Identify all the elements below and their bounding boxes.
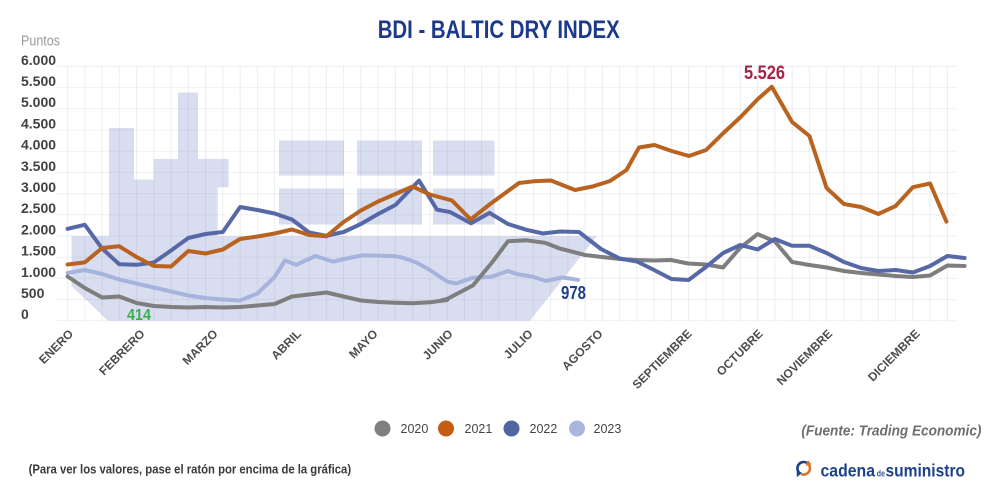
svg-text:2022: 2022 xyxy=(530,422,558,436)
svg-text:500: 500 xyxy=(21,285,45,301)
svg-text:2021: 2021 xyxy=(465,422,493,436)
svg-text:2.500: 2.500 xyxy=(21,200,56,216)
svg-text:5.526: 5.526 xyxy=(744,63,785,84)
svg-text:0: 0 xyxy=(21,306,29,322)
svg-text:3.000: 3.000 xyxy=(21,179,56,195)
svg-text:BDI - BALTIC DRY INDEX: BDI - BALTIC DRY INDEX xyxy=(378,16,620,44)
svg-text:3.500: 3.500 xyxy=(21,158,56,174)
svg-text:1.500: 1.500 xyxy=(21,243,56,259)
svg-text:(Fuente: Trading Economic): (Fuente: Trading Economic) xyxy=(801,423,981,440)
svg-text:4.500: 4.500 xyxy=(21,115,56,131)
svg-text:suministro: suministro xyxy=(886,461,966,481)
svg-text:2023: 2023 xyxy=(594,422,622,436)
svg-text:de: de xyxy=(877,468,885,479)
svg-text:978: 978 xyxy=(561,282,586,303)
svg-text:(Para ver los valores, pase el: (Para ver los valores, pase el ratón por… xyxy=(29,462,352,477)
svg-text:cadena: cadena xyxy=(821,461,876,481)
svg-text:1.000: 1.000 xyxy=(21,264,56,280)
svg-text:4.000: 4.000 xyxy=(21,137,56,153)
svg-text:5.000: 5.000 xyxy=(21,94,56,110)
svg-text:414: 414 xyxy=(127,307,151,324)
svg-text:6.000: 6.000 xyxy=(21,52,56,68)
svg-text:2.000: 2.000 xyxy=(21,221,56,237)
svg-text:5.500: 5.500 xyxy=(21,73,56,89)
svg-text:Puntos: Puntos xyxy=(21,34,60,50)
svg-text:2020: 2020 xyxy=(401,422,429,436)
